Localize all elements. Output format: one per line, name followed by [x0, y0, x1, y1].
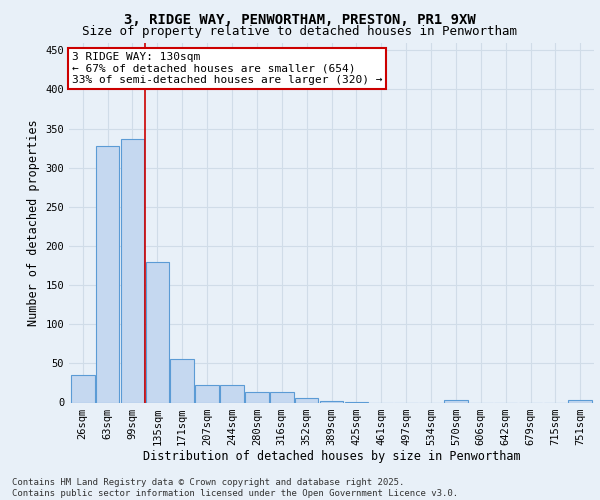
Text: 3 RIDGE WAY: 130sqm
← 67% of detached houses are smaller (654)
33% of semi-detac: 3 RIDGE WAY: 130sqm ← 67% of detached ho… — [71, 52, 382, 84]
Bar — [220, 384, 244, 402]
Bar — [170, 360, 194, 403]
Bar — [568, 400, 592, 402]
Bar — [245, 392, 269, 402]
Text: Size of property relative to detached houses in Penwortham: Size of property relative to detached ho… — [83, 25, 517, 38]
Bar — [121, 139, 144, 402]
Bar — [320, 401, 343, 402]
Bar — [195, 384, 219, 402]
Bar — [96, 146, 119, 403]
Text: 3, RIDGE WAY, PENWORTHAM, PRESTON, PR1 9XW: 3, RIDGE WAY, PENWORTHAM, PRESTON, PR1 9… — [124, 12, 476, 26]
Bar — [295, 398, 319, 402]
Y-axis label: Number of detached properties: Number of detached properties — [27, 119, 40, 326]
Bar — [444, 400, 468, 402]
X-axis label: Distribution of detached houses by size in Penwortham: Distribution of detached houses by size … — [143, 450, 520, 464]
Bar — [270, 392, 293, 402]
Text: Contains HM Land Registry data © Crown copyright and database right 2025.
Contai: Contains HM Land Registry data © Crown c… — [12, 478, 458, 498]
Bar — [71, 375, 95, 402]
Bar — [146, 262, 169, 402]
